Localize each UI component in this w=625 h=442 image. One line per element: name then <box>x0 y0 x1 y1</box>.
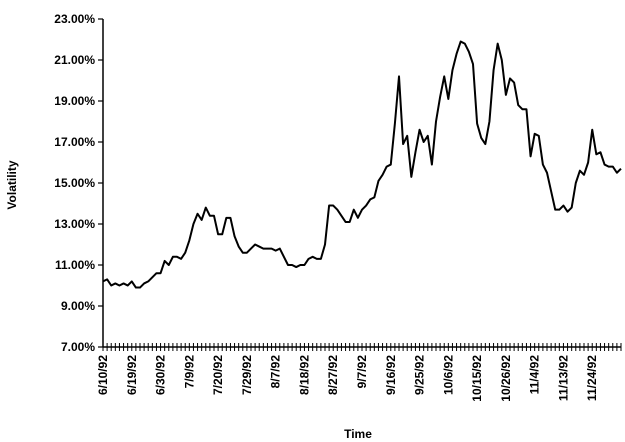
x-axis-label: Time <box>344 427 372 441</box>
x-tick-label: 10/6/92 <box>441 355 455 395</box>
x-tick-label: 7/9/92 <box>182 355 196 389</box>
x-tick-label: 11/24/92 <box>585 355 599 401</box>
y-tick-label: 21.00% <box>54 53 95 67</box>
x-tick-label: 10/15/92 <box>470 355 484 402</box>
y-tick-label: 11.00% <box>55 258 95 272</box>
x-tick-label: 7/29/92 <box>240 355 254 395</box>
x-tick-label: 9/16/92 <box>384 355 398 395</box>
x-tick-label: 10/26/92 <box>499 355 513 402</box>
x-tick-label: 9/7/92 <box>355 355 369 389</box>
x-tick-label: 11/13/92 <box>556 355 570 401</box>
y-tick-label: 7.00% <box>61 340 95 354</box>
y-axis-label: Volatility <box>5 160 19 209</box>
x-tick-label: 9/25/92 <box>413 355 427 395</box>
y-tick-label: 19.00% <box>54 94 95 108</box>
x-tick-label: 6/30/92 <box>154 355 168 395</box>
y-tick-label: 23.00% <box>54 12 95 26</box>
x-tick-label: 8/18/92 <box>297 355 311 395</box>
x-tick-label: 7/20/92 <box>211 355 225 395</box>
y-tick-label: 17.00% <box>54 135 95 149</box>
y-tick-label: 9.00% <box>61 299 95 313</box>
y-tick-label: 13.00% <box>54 217 95 231</box>
line <box>102 40 622 289</box>
x-tick-label: 11/4/92 <box>528 355 542 395</box>
x-tick-label: 6/19/92 <box>125 355 139 395</box>
x-tick-label: 8/7/92 <box>269 355 283 389</box>
y-tick-label: 15.00% <box>54 176 95 190</box>
x-tick-label: 6/10/92 <box>96 355 110 395</box>
x-tick-label: 8/27/92 <box>326 355 340 395</box>
